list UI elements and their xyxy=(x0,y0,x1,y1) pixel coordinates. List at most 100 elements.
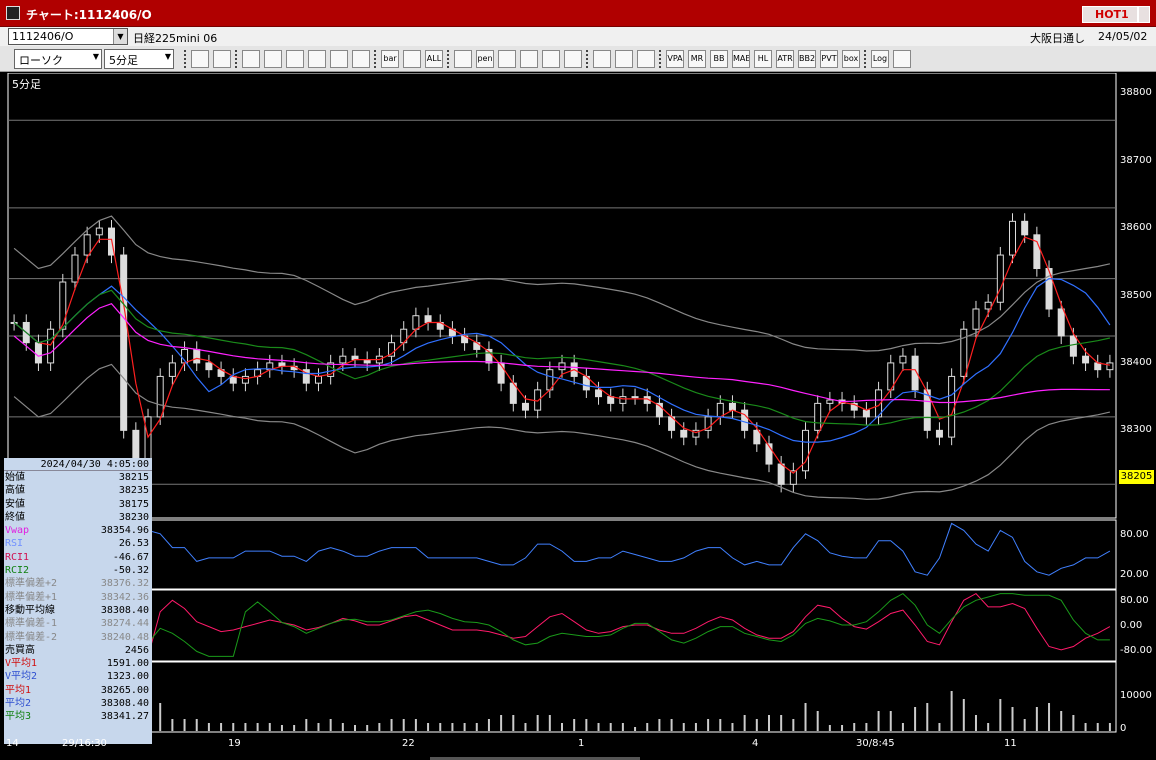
candle-body xyxy=(899,355,907,364)
candle-body xyxy=(1106,362,1114,371)
symbol-bar: 1112406/O ▼ 日経225mini 06 大阪日通し 24/05/02 xyxy=(0,27,1156,46)
candle-body xyxy=(972,308,980,330)
candle-body xyxy=(1094,362,1102,371)
chart-button[interactable] xyxy=(308,50,326,68)
move-button[interactable] xyxy=(242,50,260,68)
toolbar-separator xyxy=(235,50,238,68)
atr-button[interactable]: ATR xyxy=(776,50,794,68)
vpa-button[interactable]: VPA xyxy=(666,50,684,68)
title-bar: チャート:1112406/O HOT1 xyxy=(0,0,1156,27)
hot-button[interactable]: HOT1 xyxy=(1082,6,1138,23)
toolbar: ローソク ▼ 5分足 ▼ bar ALL pen VPA MR BB MAE HL ATR BB2 PV… xyxy=(0,46,1156,72)
x-tick-label: 19 xyxy=(228,738,241,749)
chart-canvas[interactable]: 5分足 xyxy=(0,73,1156,760)
info-row: 平均2 38308.40 xyxy=(4,697,152,710)
candle-body xyxy=(120,254,128,431)
disabled-button[interactable] xyxy=(352,50,370,68)
arrow-button[interactable] xyxy=(498,50,516,68)
toolbar-separator xyxy=(864,50,867,68)
box-button[interactable]: box xyxy=(842,50,860,68)
horizontal-scrollbar[interactable] xyxy=(430,757,640,760)
candle-body xyxy=(655,402,663,418)
x-tick-label: 22 xyxy=(402,738,415,749)
candle-body xyxy=(753,429,761,445)
info-label: 安値 xyxy=(5,498,25,510)
log-button[interactable]: Log xyxy=(871,50,889,68)
candle-body xyxy=(485,348,493,364)
cursor-button[interactable] xyxy=(213,50,231,68)
mae-button[interactable]: MAE xyxy=(732,50,750,68)
info-label: RCI2 xyxy=(5,565,30,577)
market-name: 大阪日通し xyxy=(1030,32,1085,45)
upper-band-line xyxy=(13,215,1111,352)
app-icon xyxy=(6,6,20,20)
grid-button[interactable] xyxy=(593,50,611,68)
toolbar-separator xyxy=(586,50,589,68)
info-label: 標準偏差+1 xyxy=(5,591,58,603)
symbol-input[interactable]: 1112406/O ▼ xyxy=(8,28,128,45)
candle-body xyxy=(1009,220,1017,256)
trash-button[interactable] xyxy=(564,50,582,68)
symbol-value: 1112406/O xyxy=(12,30,74,43)
list-button[interactable] xyxy=(542,50,560,68)
info-row: 平均1 38265.00 xyxy=(4,684,152,697)
pen-button[interactable]: pen xyxy=(476,50,494,68)
interval-select[interactable]: 5分足 ▼ xyxy=(104,49,174,69)
line-button[interactable] xyxy=(454,50,472,68)
price-panel xyxy=(7,73,1117,519)
y-tick-label: 0 xyxy=(1120,723,1127,734)
draw-button[interactable] xyxy=(264,50,282,68)
info-row: Vwap 38354.96 xyxy=(4,524,152,537)
candle-body xyxy=(1045,268,1053,310)
hl-button[interactable]: HL xyxy=(754,50,772,68)
bb2-button[interactable]: BB2 xyxy=(798,50,816,68)
chevron-down-icon[interactable]: ▼ xyxy=(113,29,127,44)
info-row: 標準偏差+1 38342.36 xyxy=(4,591,152,604)
candle-body xyxy=(339,355,347,364)
info-value: 38235 xyxy=(118,485,149,497)
info-label: 平均3 xyxy=(5,711,32,723)
candle-body xyxy=(521,402,529,411)
info-value: 26.53 xyxy=(118,538,149,550)
toolbar-separator xyxy=(447,50,450,68)
info-row: V平均2 1323.00 xyxy=(4,670,152,683)
info-row: 終値 38230 xyxy=(4,511,152,524)
lower-band-line xyxy=(13,363,1111,500)
bars-button[interactable] xyxy=(403,50,421,68)
info-value: 1591.00 xyxy=(106,658,149,670)
info-row: 平均3 38341.27 xyxy=(4,710,152,723)
paint-button[interactable] xyxy=(615,50,633,68)
insert-button[interactable] xyxy=(330,50,348,68)
pvt-button[interactable]: PVT xyxy=(820,50,838,68)
candle-body xyxy=(948,375,956,438)
candle-body xyxy=(534,389,542,411)
volume-panel xyxy=(7,661,1117,733)
info-row: 標準偏差-2 38240.48 xyxy=(4,631,152,644)
chart-area[interactable]: 5分足 2024/04/30 4:05:00 始値 38215 高値 38235 安値 3… xyxy=(0,73,1156,760)
rci1-line xyxy=(13,592,1111,657)
all-button[interactable]: ALL xyxy=(425,50,443,68)
vwap-line xyxy=(13,302,1110,404)
candle-body xyxy=(1021,220,1029,236)
close-button[interactable] xyxy=(1138,6,1150,23)
bar-button[interactable]: bar xyxy=(381,50,399,68)
candle-body xyxy=(595,389,603,398)
chart-type-select[interactable]: ローソク ▼ xyxy=(14,49,102,69)
info-value: 38354.96 xyxy=(100,525,149,537)
mr-button[interactable]: MR xyxy=(688,50,706,68)
x-tick-label: 1 xyxy=(578,738,585,749)
undo-button[interactable] xyxy=(520,50,538,68)
color-button[interactable] xyxy=(637,50,655,68)
info-row: 標準偏差+2 38376.32 xyxy=(4,577,152,590)
exit-button[interactable] xyxy=(893,50,911,68)
bb-button[interactable]: BB xyxy=(710,50,728,68)
ma-short-line xyxy=(13,236,1111,474)
zoom-button[interactable] xyxy=(191,50,209,68)
info-value: 38265.00 xyxy=(100,684,149,696)
y-tick-label: -80.00 xyxy=(1120,645,1153,656)
candle-body xyxy=(875,389,883,418)
info-label: V平均2 xyxy=(5,671,38,683)
candle-body xyxy=(83,234,91,256)
tool-button[interactable] xyxy=(286,50,304,68)
candle-body xyxy=(728,402,736,411)
